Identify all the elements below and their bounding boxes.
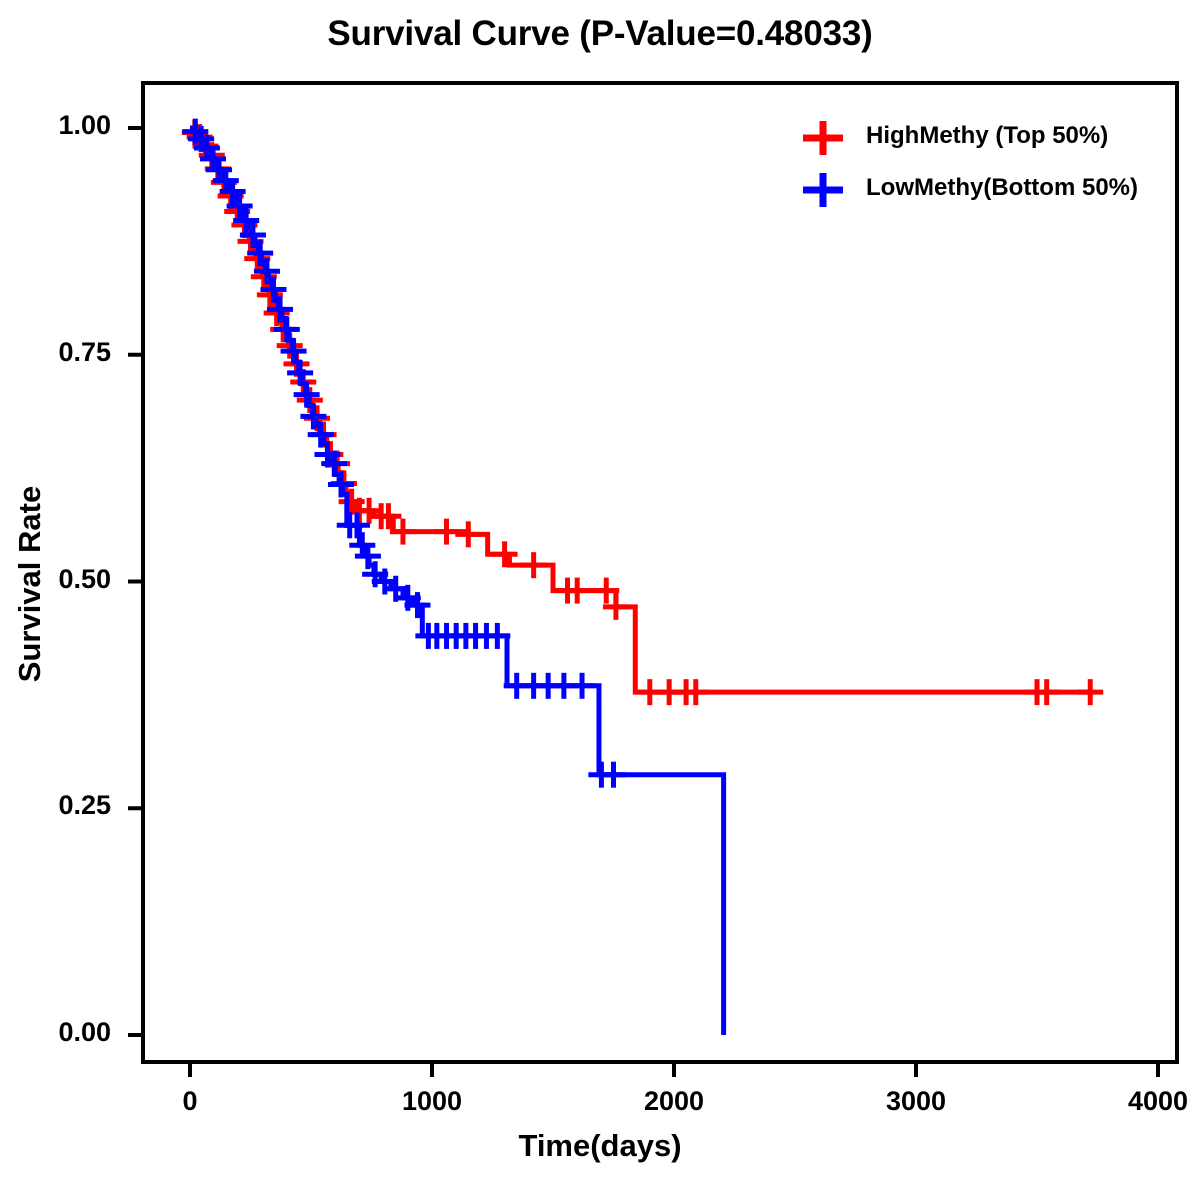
series-line-0 [190,125,1091,695]
x-tick-label: 4000 [1127,1086,1189,1116]
x-tick-label: 1000 [401,1086,463,1116]
legend-markers [803,121,843,207]
censor-marks-1 [182,118,627,788]
y-tick-label: 1.00 [58,110,111,140]
y-tick-label: 0.75 [58,336,111,367]
censor-marks-0 [181,119,1104,706]
series-layer [181,118,1104,1035]
x-tick-label: 2000 [643,1086,705,1116]
x-axis-title: Time(days) [518,1128,682,1163]
x-tick-label: 0 [182,1086,198,1116]
axis-tick-marks [128,126,1160,1077]
x-tick-label: 3000 [885,1086,947,1116]
y-tick-label: 0.25 [58,790,111,821]
series-line-1 [190,125,727,1035]
legend-item-label: LowMethy(Bottom 50%) [866,174,1138,201]
y-tick-label: 0.00 [58,1017,111,1047]
plot-frame [141,81,1179,1064]
y-axis-title: Survival Rate [12,485,47,683]
y-tick-label: 0.50 [58,563,111,594]
page-title: Survival Curve (P-Value=0.48033) [327,14,873,53]
legend-item-label: HighMethy (Top 50%) [866,122,1109,149]
